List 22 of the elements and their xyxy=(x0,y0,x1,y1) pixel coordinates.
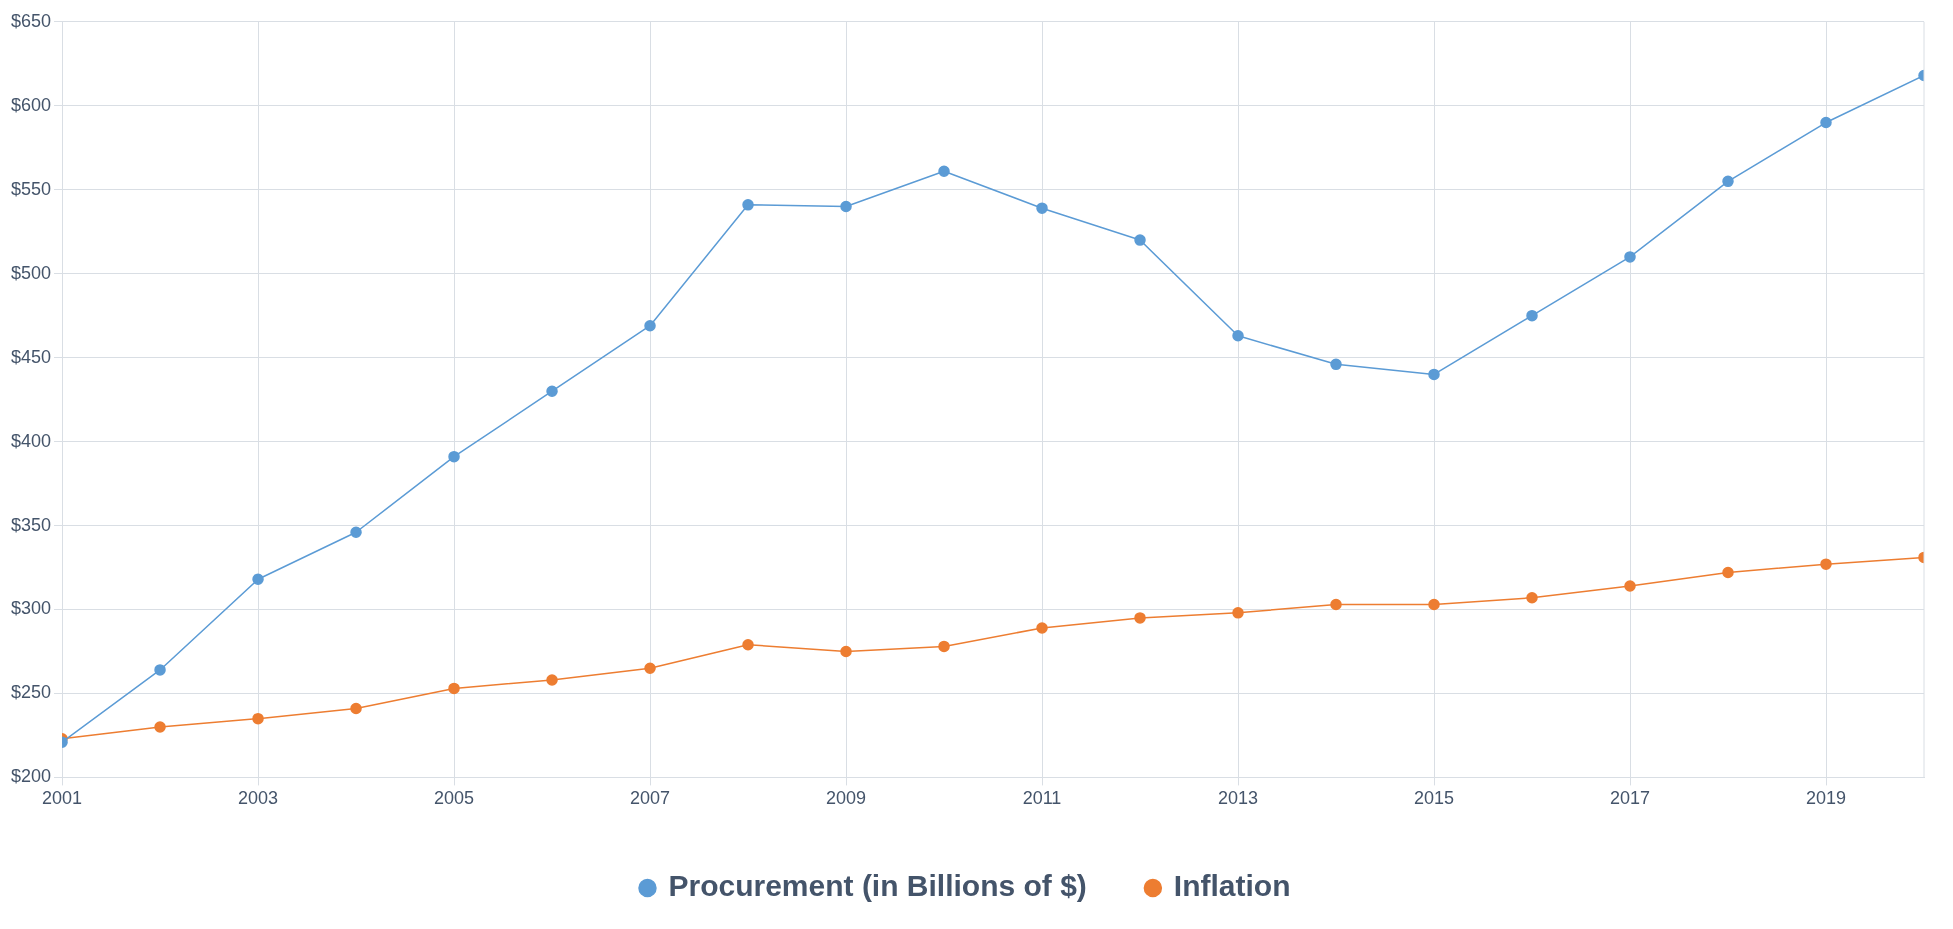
y-tick-label: $500 xyxy=(11,262,52,283)
x-tick-label: 2019 xyxy=(1805,788,1847,809)
x-tick-label: 2013 xyxy=(1217,788,1259,809)
y-tick-label: $200 xyxy=(11,766,52,787)
x-tick-label: 2017 xyxy=(1609,788,1651,809)
legend-label: Procurement (in Billions of $) xyxy=(668,869,1087,903)
x-tick-label: 2003 xyxy=(238,788,279,809)
y-tick-label: $350 xyxy=(11,514,52,535)
y-tick-label: $650 xyxy=(11,10,52,31)
y-tick-label: $450 xyxy=(11,346,52,367)
x-tick-label: 2001 xyxy=(42,788,83,809)
y-tick-label: $250 xyxy=(11,682,52,703)
x-tick-label: 2011 xyxy=(1022,788,1062,809)
y-tick-label: $300 xyxy=(11,598,52,619)
x-tick-label: 2007 xyxy=(630,788,671,809)
x-tick-label: 2015 xyxy=(1413,788,1455,809)
legend-label: Inflation xyxy=(1173,869,1291,903)
y-tick-label: $550 xyxy=(11,178,52,199)
x-tick-label: 2005 xyxy=(434,788,475,809)
x-tick-label: 2009 xyxy=(826,788,867,809)
y-tick-label: $600 xyxy=(11,94,52,115)
y-tick-label: $400 xyxy=(11,430,52,451)
